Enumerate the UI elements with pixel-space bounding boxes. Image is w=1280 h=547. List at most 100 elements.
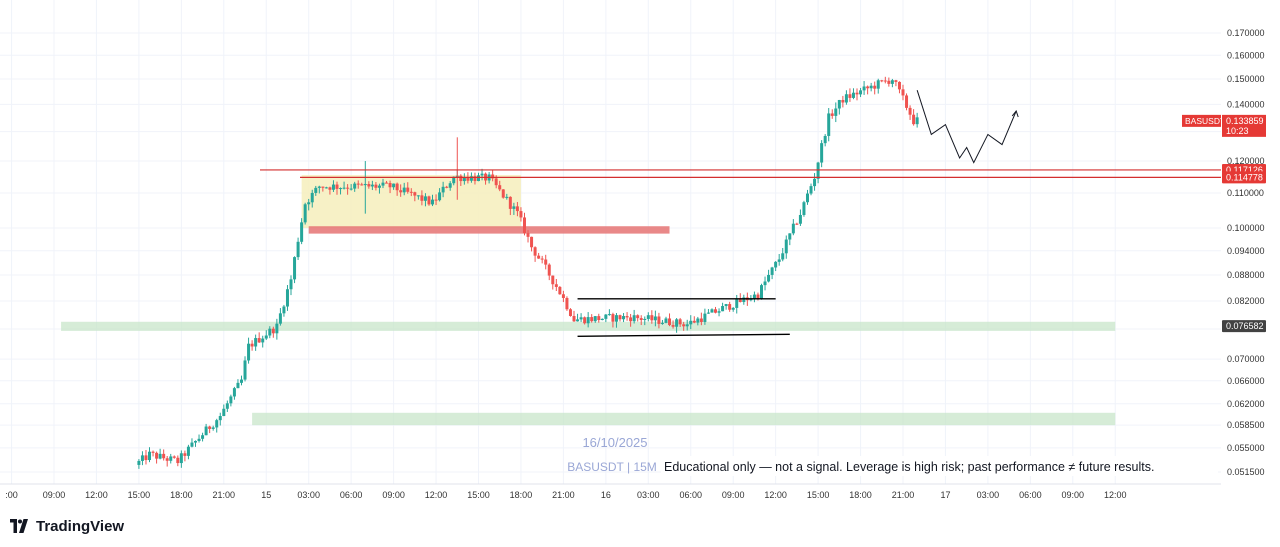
candle-body xyxy=(908,107,912,115)
candle-body xyxy=(851,92,855,98)
candle-body xyxy=(660,322,664,324)
candle-body xyxy=(197,438,201,441)
candle-body xyxy=(204,426,208,436)
x-tick-label: 09:00 xyxy=(382,490,405,500)
candle-body xyxy=(788,233,792,240)
candle-body xyxy=(827,113,831,136)
candle-body xyxy=(452,176,456,184)
candle-body xyxy=(873,85,877,89)
symbol-tag-bg xyxy=(1182,114,1221,127)
zone-red_zone xyxy=(308,226,670,234)
watermark-date: 16/10/2025 xyxy=(582,435,647,450)
candle-body xyxy=(293,257,297,280)
candle-body xyxy=(576,319,580,322)
candle-body xyxy=(169,456,173,461)
y-tick-label: 0.082000 xyxy=(1227,296,1265,306)
candle-body xyxy=(752,294,756,299)
candle-body xyxy=(194,440,197,443)
candle-body xyxy=(388,183,392,188)
x-tick-label: 12:00 xyxy=(764,490,787,500)
x-tick-label: 03:00 xyxy=(297,490,320,500)
y-tick-label: 0.120000 xyxy=(1227,156,1265,166)
candle-body xyxy=(399,190,403,193)
candle-body xyxy=(165,458,169,461)
candle-body xyxy=(880,80,884,82)
x-tick-label: 17 xyxy=(940,490,950,500)
brand-name: TradingView xyxy=(36,517,125,535)
candle-body xyxy=(307,202,311,205)
y-tick-label: 0.100000 xyxy=(1227,223,1265,233)
candle-body xyxy=(434,199,438,201)
candle-body xyxy=(303,204,307,223)
candle-body xyxy=(777,259,781,262)
candle-body xyxy=(522,217,526,234)
candle-body xyxy=(547,264,551,276)
candle-body xyxy=(285,289,289,307)
candle-body xyxy=(905,95,909,108)
candle-body xyxy=(675,319,679,327)
candle-body xyxy=(685,324,689,327)
candle-body xyxy=(222,408,226,417)
candle-body xyxy=(374,184,378,188)
candle-body xyxy=(385,182,389,184)
chart-canvas[interactable]: 0.1700000.1600000.1500000.1400000.130000… xyxy=(0,0,1280,510)
x-tick-label: 15:00 xyxy=(807,490,830,500)
candle-body xyxy=(551,275,555,285)
candle-body xyxy=(646,315,650,319)
candle-body xyxy=(540,258,544,260)
candle-body xyxy=(335,184,339,189)
candle-body xyxy=(692,320,696,323)
candle-body xyxy=(643,318,647,320)
candle-body xyxy=(314,187,318,193)
candle-body xyxy=(738,298,742,303)
candle-body xyxy=(491,174,495,179)
candle-body xyxy=(859,90,863,95)
candle-body xyxy=(275,323,279,334)
candle-body xyxy=(360,184,364,186)
candle-body xyxy=(805,193,809,203)
candle-body xyxy=(151,451,155,453)
y-tick-label: 0.070000 xyxy=(1227,354,1265,364)
candle-body xyxy=(798,214,802,224)
x-tick-label: 18:00 xyxy=(849,490,872,500)
candle-body xyxy=(508,196,512,209)
candle-body xyxy=(618,315,622,320)
x-tick-label: 15:00 xyxy=(128,490,151,500)
x-tick-label: 03:00 xyxy=(977,490,1000,500)
candle-body xyxy=(416,195,420,197)
candle-body xyxy=(186,446,190,456)
candle-body xyxy=(413,192,417,196)
candle-body xyxy=(876,80,880,89)
candle-body xyxy=(353,183,357,189)
resistance-bottom-label: 0.114778 xyxy=(1226,172,1263,182)
candle-body xyxy=(763,281,767,286)
x-tick-label: 15 xyxy=(261,490,271,500)
candle-body xyxy=(653,316,657,321)
candle-body xyxy=(813,178,817,187)
chart-zones xyxy=(61,175,1116,426)
candle-body xyxy=(515,206,519,212)
candle-body xyxy=(714,309,718,313)
candle-body xyxy=(370,184,374,187)
candle-body xyxy=(218,416,222,421)
x-tick-label: 09:00 xyxy=(722,490,745,500)
candle-body xyxy=(367,184,371,187)
candle-body xyxy=(657,316,661,324)
chart-grid xyxy=(0,0,1221,484)
candle-body xyxy=(310,192,314,203)
annotations: 16/10/2025 BASUSDT | 15M Educational onl… xyxy=(567,435,1218,476)
candle-body xyxy=(505,196,509,198)
candle-body xyxy=(356,183,360,185)
candle-body xyxy=(501,189,505,198)
candle-body xyxy=(477,175,480,182)
x-tick-label: 21:00 xyxy=(892,490,915,500)
candle-body xyxy=(614,315,618,322)
candle-body xyxy=(706,312,710,314)
candle-body xyxy=(897,81,901,90)
candle-body xyxy=(760,285,763,299)
current-price-label: 0.133859 xyxy=(1226,116,1264,126)
candle-body xyxy=(862,86,866,91)
candle-body xyxy=(841,99,845,103)
resistance-bottom-label-bg xyxy=(1222,171,1266,184)
x-tick-label: 15:00 xyxy=(467,490,490,500)
